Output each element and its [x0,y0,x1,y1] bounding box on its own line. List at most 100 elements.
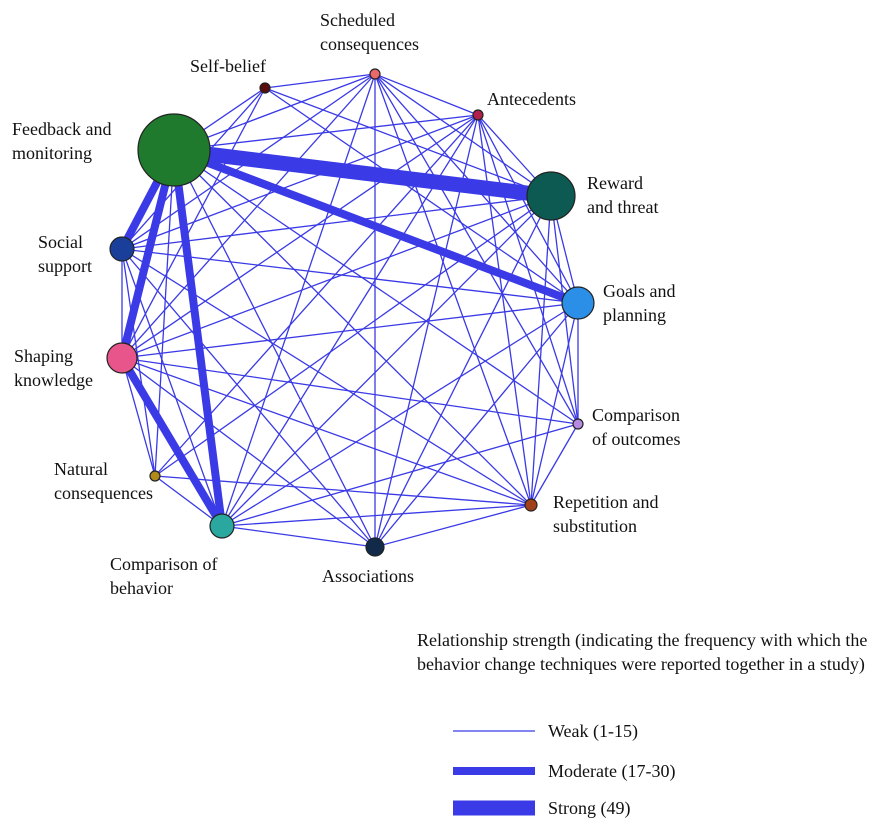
node-label-line: Goals and [603,281,675,301]
edge-weak-associations-shaping [121,357,376,548]
edge-weak-feedback-repetition [173,149,532,506]
node-label-feedback: Feedback and monitoring [12,119,111,163]
edge-weak-repetition-social [121,248,532,506]
edge-weak-repetition-compbeh [221,504,532,527]
node-label-compbeh: Comparison of behavior [110,554,218,598]
node-label-line: Repetition and [553,492,658,512]
node-label-line: planning [603,305,666,325]
edge-weak-feedback-natural [154,149,175,477]
node-label-associations: Associations [322,566,414,586]
edge-weak-scheduled-social [121,73,376,250]
node-selfbelief-icon [259,82,271,94]
node-shaping-icon [106,342,138,374]
node-goals-icon [561,286,595,320]
edge-weak-scheduled-reward [374,73,552,197]
edge-weak-goals-social [121,248,579,304]
node-label-scheduled: Scheduled consequences [320,10,419,54]
edge-weak-selfbelief-goals [264,87,579,304]
node-reward-icon [526,171,576,221]
node-label-social: Social support [38,232,92,276]
edge-weak-antecedents-compbeh [221,114,479,527]
node-label-line: and threat [587,197,658,217]
edge-weak-antecedents-associations [374,114,479,548]
edge-weak-repetition-natural [154,475,532,506]
edge-weak-repetition-shaping [121,357,532,506]
legend-title: Relationship strength (indicating the fr… [417,630,868,674]
node-label-line: support [38,256,92,276]
legend-keys: Weak (1-15) Moderate (17-30) Strong (49) [453,721,675,819]
edge-moderate-shaping-compbeh [118,355,226,529]
edge-weak-repetition-associations [374,504,532,548]
edge-weak-reward-shaping [121,195,552,359]
edge-weak-antecedents-shaping [121,114,479,359]
edge-weak-antecedents-goals [477,114,579,304]
edge-weak-selfbelief-shaping [121,87,266,359]
node-label-line: Natural [54,459,108,479]
node-antecedents-icon [472,109,484,121]
edge-weak-compout-compbeh [221,423,579,527]
node-repetition-icon [524,498,538,512]
node-label-goals: Goals and planning [603,281,675,325]
edges-layer [118,73,580,548]
edge-weak-scheduled-goals [374,73,579,304]
edge-weak-associations-compbeh [221,525,376,548]
edge-weak-feedback-antecedents [173,114,479,151]
node-label-line: Social [38,232,83,252]
edge-weak-reward-repetition [530,195,552,506]
edge-weak-goals-compbeh [221,302,579,527]
edge-weak-scheduled-repetition [374,73,532,506]
node-label-natural: Natural consequences [54,459,153,503]
edge-weak-goals-associations [374,302,579,548]
node-label-selfbelief: Self-belief [190,56,266,76]
node-label-shaping: Shaping knowledge [14,346,93,390]
edge-weak-antecedents-social [121,114,479,250]
edge-weak-scheduled-compbeh [221,73,376,527]
node-label-line: Antecedents [487,89,576,109]
node-label-line: Shaping [14,346,73,366]
edge-weak-natural-shaping [121,357,156,477]
edge-weak-goals-shaping [121,302,579,359]
node-label-line: consequences [320,34,419,54]
edge-weak-reward-associations [374,195,552,548]
edge-weak-reward-natural [154,195,552,477]
edge-weak-feedback-compout [173,149,579,425]
node-natural-icon [149,470,161,482]
edge-weak-goals-repetition [530,302,579,506]
edge-weak-reward-compbeh [221,195,552,527]
node-label-line: Comparison [592,405,680,425]
node-label-line: Feedback and [12,119,111,139]
node-label-compout: Comparison of outcomes [592,405,680,449]
legend-label-weak: Weak (1-15) [548,721,638,742]
edge-weak-reward-social [121,195,552,250]
node-associations-icon [365,537,385,557]
node-label-line: knowledge [14,370,93,390]
edge-weak-natural-social [121,248,156,477]
node-scheduled-icon [369,68,381,80]
node-label-line: substitution [553,516,637,536]
node-feedback-icon [137,113,211,187]
edge-weak-compbeh-natural [154,475,223,527]
node-label-line: Scheduled [320,10,395,30]
edge-weak-antecedents-natural [154,114,479,477]
node-label-line: consequences [54,483,153,503]
node-label-line: monitoring [12,143,92,163]
node-label-line: Reward [587,173,643,193]
node-label-line: of outcomes [592,429,680,449]
node-social-icon [109,236,135,262]
node-label-line: Self-belief [190,56,266,76]
edge-weak-compout-repetition [530,423,579,506]
edge-weak-selfbelief-scheduled [264,73,376,89]
edge-weak-scheduled-antecedents [374,73,479,116]
nodes-layer [106,68,595,557]
node-label-line: Comparison of [110,554,218,574]
node-label-repetition: Repetition and substitution [553,492,658,536]
edge-weak-associations-social [121,248,376,548]
legend-label-moderate: Moderate (17-30) [548,761,675,782]
node-compbeh-icon [209,513,235,539]
node-label-line: behavior [110,578,173,598]
edge-weak-compbeh-social [121,248,223,527]
node-labels-layer: Feedback and monitoring Self-belief Schedul… [12,10,680,598]
edge-weak-scheduled-shaping [121,73,376,359]
node-label-antecedents: Antecedents [487,89,576,109]
